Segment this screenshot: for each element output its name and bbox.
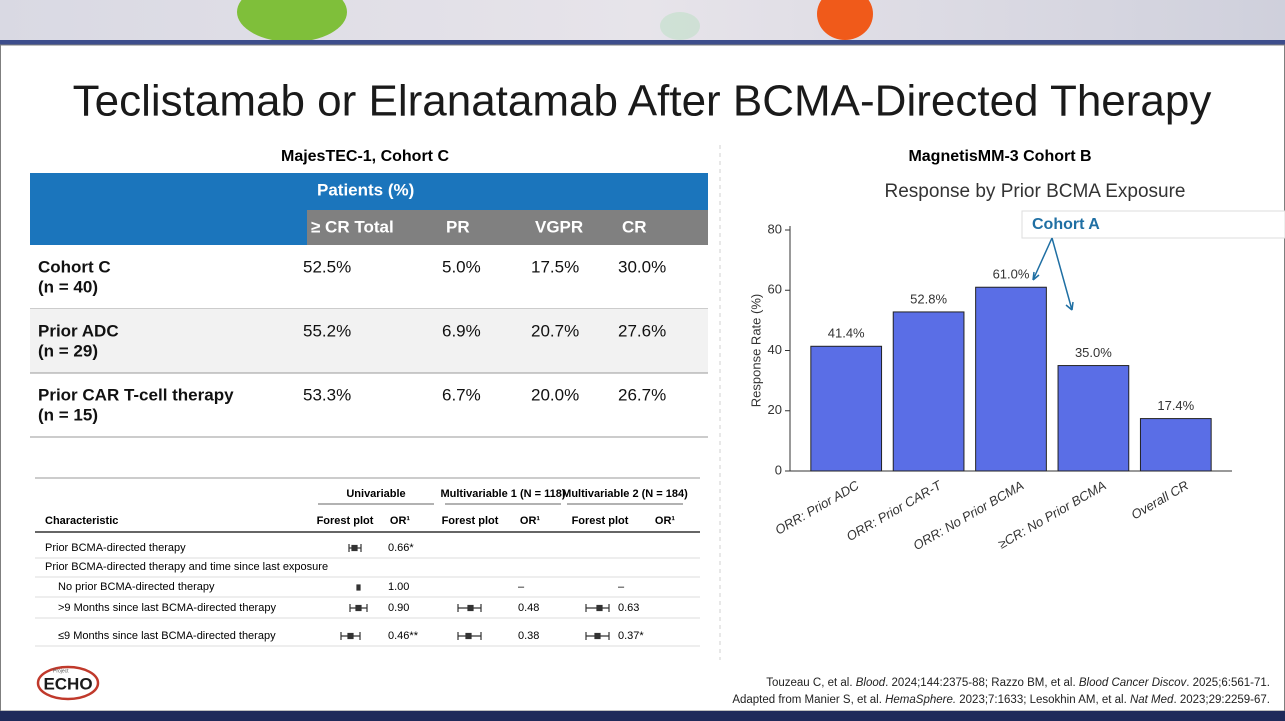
bar: [811, 346, 882, 471]
cell: 52.5%: [303, 257, 351, 276]
footer-text: Blood: [856, 677, 886, 689]
footer-text: Adapted from Manier S, et al.: [732, 694, 885, 706]
footer-text: 2023;7:1633; Lesokhin AM, et al.: [956, 694, 1130, 706]
row-label: Prior CAR T-cell therapy: [38, 385, 234, 404]
row-label: Prior BCMA-directed therapy and time sin…: [45, 561, 328, 573]
y-tick-label: 20: [768, 402, 782, 417]
odds-ratio: 0.37*: [618, 630, 644, 642]
group-header: Patients (%): [317, 180, 414, 199]
footer-text: Blood Cancer Discov: [1079, 677, 1188, 689]
bar: [1140, 419, 1211, 471]
logo-text: ECHO: [43, 674, 92, 693]
row-label: No prior BCMA-directed therapy: [58, 581, 215, 593]
value-label: 52.8%: [910, 291, 947, 306]
column-header: PR: [446, 217, 470, 236]
footer-strip: [0, 711, 1285, 721]
slide: Teclistamab or Elranatamab After BCMA-Di…: [0, 0, 1285, 721]
logo: Project ECHO: [38, 667, 98, 699]
cell: 20.7%: [531, 321, 579, 340]
row-band: [30, 309, 708, 373]
cell: 20.0%: [531, 385, 579, 404]
bar: [1058, 366, 1129, 471]
cell: 53.3%: [303, 385, 351, 404]
odds-ratio: 0.46**: [388, 630, 419, 642]
logo-small: Project: [53, 668, 69, 674]
cell: 30.0%: [618, 257, 666, 276]
banner-rule: [0, 40, 1285, 45]
column-header: OR¹: [655, 515, 676, 527]
cell: 26.7%: [618, 385, 666, 404]
cell: 55.2%: [303, 321, 351, 340]
bar-chart: Response by Prior BCMA Exposure Response …: [748, 181, 1285, 553]
footer-text: . 2025;6:561-71.: [1186, 677, 1270, 689]
row-label: >9 Months since last BCMA-directed thera…: [58, 602, 276, 614]
column-header: Forest plot: [317, 515, 374, 527]
annotation: Cohort A: [1032, 216, 1100, 233]
footer-line: Adapted from Manier S, et al. HemaSphere…: [732, 694, 1270, 706]
slide-title: Teclistamab or Elranatamab After BCMA-Di…: [73, 77, 1212, 126]
odds-ratio: 0.63: [618, 602, 639, 614]
odds-ratio: 0.38: [518, 630, 539, 642]
row-label: ≤9 Months since last BCMA-directed thera…: [58, 630, 276, 642]
forest-table: Univariable Multivariable 1 (N = 118)Mult…: [35, 478, 700, 646]
banner: [0, 0, 1285, 40]
row-label: (n = 29): [38, 341, 98, 360]
value-label: 41.4%: [828, 326, 865, 341]
value-label: 35.0%: [1075, 345, 1112, 360]
column-header: OR¹: [390, 515, 411, 527]
value-label: 61.0%: [993, 267, 1030, 282]
cell: 5.0%: [442, 257, 481, 276]
footer-text: HemaSphere.: [885, 694, 956, 706]
row-label: Cohort C: [38, 257, 111, 276]
column-header: CR: [622, 217, 647, 236]
value-label: 17.4%: [1157, 398, 1194, 413]
group-header: Multivariable 1 (N = 118): [440, 488, 565, 500]
odds-ratio: 0.48: [518, 602, 539, 614]
column-header: VGPR: [535, 217, 583, 236]
y-tick-label: 0: [775, 462, 782, 477]
group-header: Univariable: [346, 488, 405, 500]
odds-ratio: –: [618, 581, 625, 593]
column-header: Forest plot: [572, 515, 629, 527]
y-tick-label: 60: [768, 282, 782, 297]
row-label: (n = 15): [38, 405, 98, 424]
y-tick-label: 40: [768, 342, 782, 357]
footer-text: . 2024;144:2375-88; Razzo BM, et al.: [885, 677, 1079, 689]
x-tick-label: Overall CR: [1128, 478, 1191, 523]
cell: 6.7%: [442, 385, 481, 404]
left-heading: MajesTEC-1, Cohort C: [281, 148, 449, 165]
column-header: OR¹: [520, 515, 541, 527]
footer-text: Nat Med: [1130, 694, 1174, 706]
footer-text: . 2023;29:2259-67.: [1173, 694, 1270, 706]
row-label: (n = 40): [38, 277, 98, 296]
header-band: [30, 210, 307, 245]
column-header: Characteristic: [45, 515, 118, 527]
odds-ratio: 1.00: [388, 581, 409, 593]
cell: 6.9%: [442, 321, 481, 340]
column-header: Forest plot: [442, 515, 499, 527]
bar: [976, 287, 1047, 471]
right-heading: MagnetisMM-3 Cohort B: [908, 148, 1091, 165]
row-label: Prior ADC: [38, 321, 119, 340]
cell: 17.5%: [531, 257, 579, 276]
footer-text: Touzeau C, et al.: [766, 677, 856, 689]
odds-ratio: 0.90: [388, 602, 409, 614]
odds-ratio: 0.66*: [388, 542, 414, 554]
chart-title: Response by Prior BCMA Exposure: [885, 181, 1186, 202]
footer-line: Touzeau C, et al. Blood. 2024;144:2375-8…: [766, 677, 1270, 689]
y-axis-label: Response Rate (%): [748, 294, 763, 407]
column-header: ≥ CR Total: [311, 217, 394, 236]
odds-ratio: –: [518, 581, 525, 593]
bar: [893, 312, 964, 471]
y-tick-label: 80: [768, 221, 782, 236]
banner-blob: [660, 12, 700, 40]
group-header: Multivariable 2 (N = 184): [562, 488, 688, 500]
cell: 27.6%: [618, 321, 666, 340]
row-label: Prior BCMA-directed therapy: [45, 542, 186, 554]
